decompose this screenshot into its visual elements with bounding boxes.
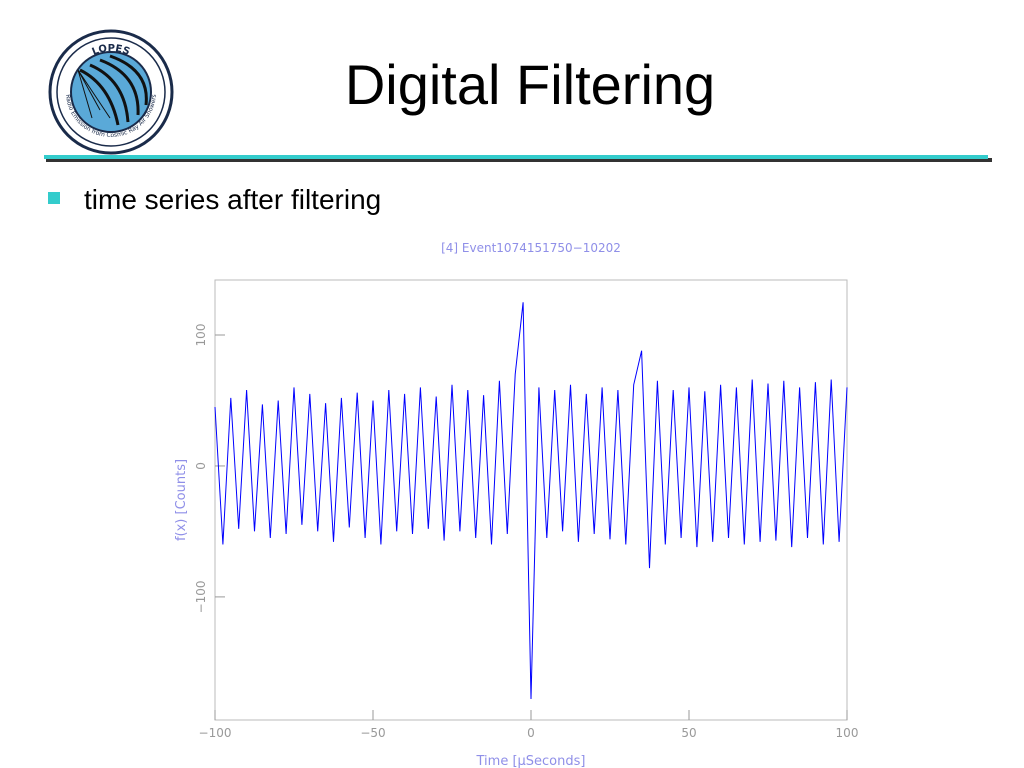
x-tick-label: −100 xyxy=(199,726,232,740)
x-tick-label: 50 xyxy=(681,726,696,740)
chart-title: [4] Event1074151750−10202 xyxy=(441,241,621,255)
bullet-marker xyxy=(48,192,60,204)
x-axis-label: Time [μSeconds] xyxy=(476,754,586,768)
y-tick-label: −100 xyxy=(194,580,208,613)
divider xyxy=(44,155,988,159)
x-tick-label: −50 xyxy=(360,726,385,740)
signal-line xyxy=(214,302,848,700)
x-tick-label: 100 xyxy=(836,726,859,740)
logo: LOPES Radio Emission from Cosmic Ray Air… xyxy=(48,29,174,155)
divider-shadow xyxy=(46,158,992,162)
x-tick-label: 0 xyxy=(527,726,535,740)
bullet-text: time series after filtering xyxy=(84,184,382,215)
svg-text:LOPES: LOPES xyxy=(91,43,132,58)
y-tick-label: 100 xyxy=(194,324,208,347)
y-axis-label: f(x) [Counts] xyxy=(174,459,189,541)
plot-frame xyxy=(214,279,848,721)
y-tick-label: 0 xyxy=(194,462,208,470)
slide-title: Digital Filtering xyxy=(344,53,716,116)
chart: [4] Event1074151750−10202 −100 −50 0 50 100 −1… xyxy=(174,241,858,768)
logo-name: LOPES xyxy=(91,43,132,58)
bullet-item: time series after filtering xyxy=(48,184,381,216)
